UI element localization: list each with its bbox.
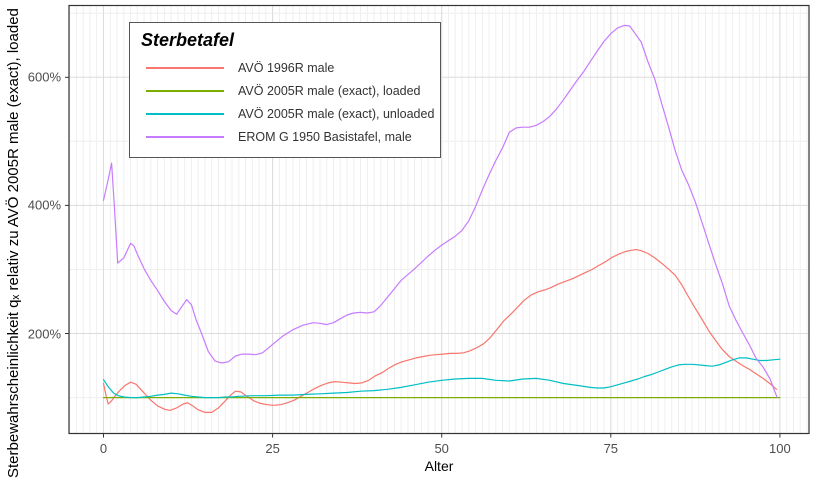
legend-line-swatch bbox=[146, 136, 224, 138]
x-tick-label: 50 bbox=[434, 440, 449, 456]
y-tick-label: 400% bbox=[27, 197, 61, 213]
legend-line-swatch bbox=[146, 90, 224, 92]
legend-title: Sterbetafel bbox=[141, 30, 235, 50]
legend-line-swatch bbox=[146, 67, 224, 69]
legend-item-avo-2005r-unloaded: AVÖ 2005R male (exact), unloaded bbox=[146, 103, 436, 125]
y-tick-label: 600% bbox=[27, 69, 61, 85]
y-axis-title: Sterbewahrscheinlichkeit qₓ relativ zu A… bbox=[5, 8, 22, 478]
legend-item-avo-2005r-loaded: AVÖ 2005R male (exact), loaded bbox=[146, 80, 436, 102]
x-axis-title: Alter bbox=[424, 458, 454, 474]
x-tick-label: 75 bbox=[603, 440, 619, 456]
legend-item-label: AVÖ 2005R male (exact), loaded bbox=[238, 84, 421, 98]
legend-line-swatch bbox=[146, 113, 224, 115]
x-tick-label: 0 bbox=[99, 440, 108, 456]
legend-item-label: AVÖ 2005R male (exact), unloaded bbox=[238, 107, 435, 121]
x-tick-label: 100 bbox=[769, 440, 791, 456]
y-tick-label: 200% bbox=[27, 326, 61, 341]
legend-item-erom-1950: EROM G 1950 Basistafel, male bbox=[146, 126, 436, 148]
legend-item-label: AVÖ 1996R male bbox=[238, 61, 335, 75]
legend-item-label: EROM G 1950 Basistafel, male bbox=[238, 130, 412, 144]
legend: Sterbetafel AVÖ 1996R male AVÖ 2005R mal… bbox=[129, 22, 441, 158]
legend-item-avo-1996r: AVÖ 1996R male bbox=[146, 57, 436, 79]
x-tick-label: 25 bbox=[265, 440, 280, 456]
